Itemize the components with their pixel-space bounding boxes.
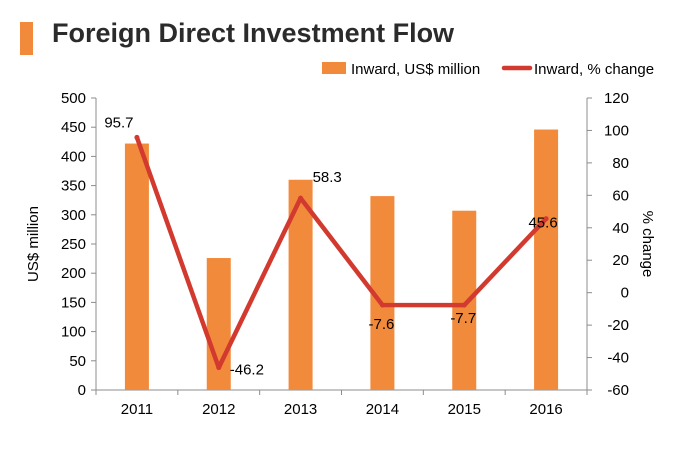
x-tick-label: 2014 bbox=[366, 401, 399, 418]
axes: 0 50 100 150 200 250 300 350 400 450 500 -60 -40 -20 0… bbox=[25, 90, 656, 418]
data-label-2011: 95.7 bbox=[104, 114, 133, 131]
y2-tick-label: -60 bbox=[607, 382, 629, 399]
x-tick-label: 2011 bbox=[121, 401, 153, 418]
y2-tick-label: 20 bbox=[612, 252, 629, 269]
title-accent-bar bbox=[20, 22, 33, 55]
x-tick-label: 2016 bbox=[529, 401, 562, 418]
legend-label-line: Inward, % change bbox=[534, 61, 654, 78]
chart-title: Foreign Direct Investment Flow bbox=[52, 18, 455, 48]
y2-tick-label: 80 bbox=[612, 155, 629, 172]
line-point-2016 bbox=[543, 216, 549, 222]
y-tick-label: 150 bbox=[61, 294, 86, 311]
y-tick-label: 250 bbox=[61, 236, 86, 253]
data-label-2012: -46.2 bbox=[230, 362, 264, 379]
bar-2012 bbox=[206, 258, 231, 390]
data-label-2016: 45.6 bbox=[528, 215, 557, 232]
x-tick-label: 2012 bbox=[202, 401, 235, 418]
y2-tick-label: 40 bbox=[612, 220, 629, 237]
data-label-2015: -7.7 bbox=[450, 310, 476, 327]
bar-2011 bbox=[124, 143, 149, 390]
y-tick-label: 50 bbox=[69, 353, 86, 370]
pct-change-line bbox=[134, 135, 549, 370]
y-axis-title: US$ million bbox=[25, 206, 42, 282]
y-tick-label: 350 bbox=[61, 178, 86, 195]
line-point-2014 bbox=[379, 302, 385, 308]
y2-tick-label: 0 bbox=[621, 285, 629, 302]
legend: Inward, US$ million Inward, % change bbox=[322, 61, 654, 78]
x-tick-label: 2013 bbox=[284, 401, 317, 418]
y-tick-label: 400 bbox=[61, 148, 86, 165]
y2-tick-label: -40 bbox=[607, 350, 629, 367]
y-tick-label: 450 bbox=[61, 119, 86, 136]
y2-tick-label: 120 bbox=[604, 90, 629, 107]
bar-2015 bbox=[452, 210, 477, 390]
bar-2016 bbox=[534, 129, 559, 390]
y2-tick-label: 100 bbox=[604, 122, 629, 139]
y-tick-label: 0 bbox=[78, 382, 86, 399]
legend-label-bar: Inward, US$ million bbox=[351, 61, 480, 78]
y2-tick-label: -20 bbox=[607, 317, 629, 334]
y2-axis-title: % change bbox=[639, 211, 656, 278]
y-tick-label: 100 bbox=[61, 324, 86, 341]
y2-tick-label: 60 bbox=[612, 187, 629, 204]
data-labels: 95.7 -46.2 58.3 -7.6 -7.7 45.6 bbox=[104, 114, 557, 378]
y-tick-label: 300 bbox=[61, 207, 86, 224]
line-series bbox=[134, 134, 549, 371]
y-tick-label: 200 bbox=[61, 265, 86, 282]
line-point-2013 bbox=[298, 195, 304, 201]
data-label-2013: 58.3 bbox=[313, 169, 342, 186]
y-tick-label: 500 bbox=[61, 90, 86, 107]
legend-swatch-bar bbox=[322, 62, 346, 74]
line-point-2011 bbox=[134, 134, 140, 140]
x-tick-label: 2015 bbox=[448, 401, 481, 418]
line-point-2015 bbox=[461, 302, 467, 308]
data-label-2014: -7.6 bbox=[368, 316, 394, 333]
line-point-2012 bbox=[216, 365, 222, 371]
